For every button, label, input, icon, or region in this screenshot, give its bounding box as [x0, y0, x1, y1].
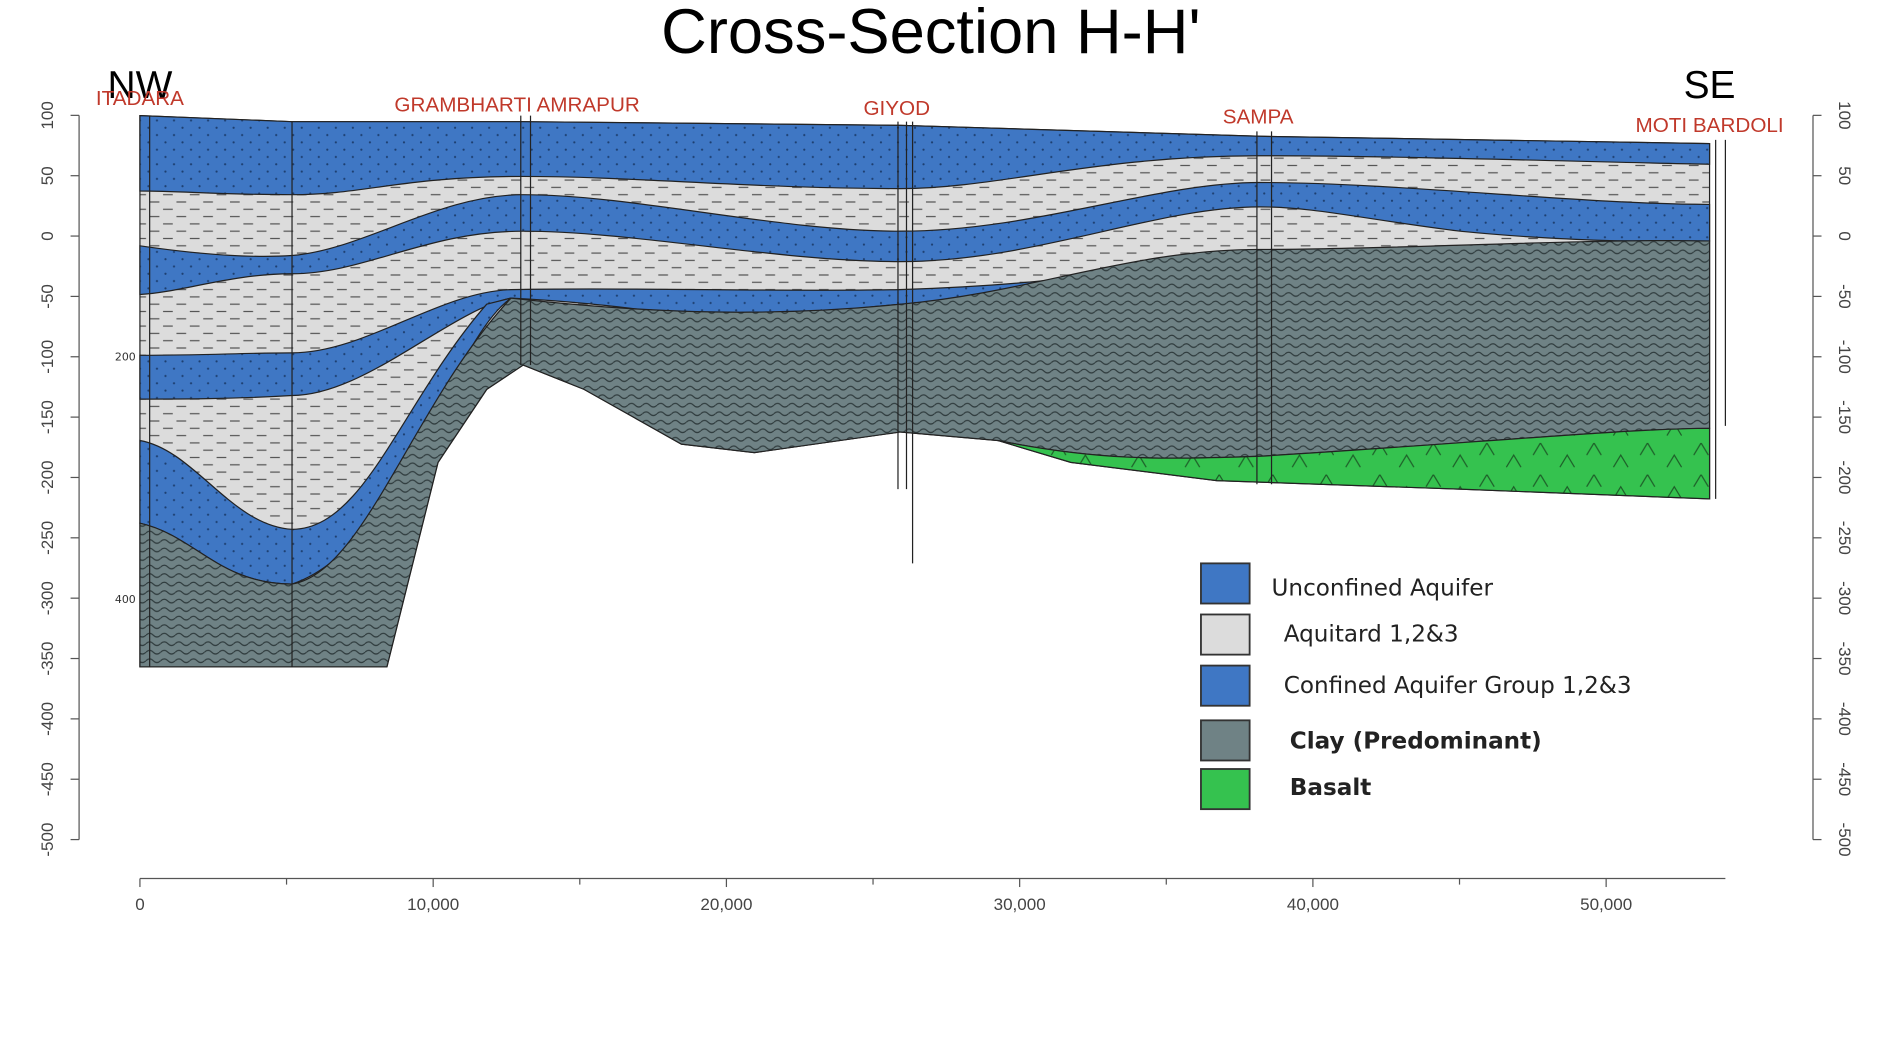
legend-label: Unconfined Aquifer — [1272, 575, 1494, 601]
y-tick-label: -150 — [38, 400, 57, 434]
y-tick-label: 50 — [1835, 166, 1854, 185]
y-tick-label: -500 — [1835, 823, 1854, 857]
y-tick-label: -250 — [38, 521, 57, 555]
y-tick-label: -50 — [1835, 284, 1854, 309]
direction-label: SE — [1684, 64, 1736, 107]
legend-swatch — [1201, 563, 1250, 603]
legend-label: Basalt — [1290, 775, 1372, 801]
y-tick-label: 50 — [38, 166, 57, 185]
x-tick-label: 10,000 — [407, 895, 459, 914]
legend-swatch — [1201, 666, 1250, 706]
x-tick-label: 30,000 — [994, 895, 1046, 914]
y-tick-label: -200 — [38, 460, 57, 494]
cross-section: Cross-Section H-H' NW SE ITADARA GRAMBHA… — [0, 0, 1886, 1044]
legend-label: Clay (Predominant) — [1290, 729, 1542, 755]
y-tick-label: -300 — [1835, 581, 1854, 615]
y-tick-label: -250 — [1835, 521, 1854, 555]
y-tick-label: -50 — [38, 284, 57, 309]
y-tick-label: -200 — [1835, 460, 1854, 494]
y-tick-label: -350 — [38, 641, 57, 675]
legend — [1201, 563, 1250, 809]
y-tick-label: -400 — [1835, 702, 1854, 736]
well-name: SAMPA — [1223, 105, 1294, 128]
x-tick-label: 40,000 — [1287, 895, 1339, 914]
y-tick-label: 100 — [1835, 101, 1854, 129]
legend-swatch — [1201, 720, 1250, 760]
legend-label: Aquitard 1,2&3 — [1284, 622, 1459, 648]
y-tick-label: -350 — [1835, 641, 1854, 675]
y-tick-label: -100 — [38, 340, 57, 374]
well-name: GIYOD — [863, 97, 930, 120]
y-tick-label: 0 — [38, 231, 57, 240]
depth-label: 400 — [115, 593, 136, 606]
y-tick-label: -400 — [38, 702, 57, 736]
x-tick-label: 20,000 — [700, 895, 752, 914]
y-tick-label: -450 — [38, 762, 57, 796]
legend-label: Confined Aquifer Group 1,2&3 — [1284, 673, 1632, 699]
y-tick-label: -150 — [1835, 400, 1854, 434]
well-name: GRAMBHARTI AMRAPUR — [394, 93, 639, 116]
y-tick-label: 100 — [38, 101, 57, 129]
y-tick-label: -450 — [1835, 762, 1854, 796]
y-tick-label: -500 — [38, 823, 57, 857]
well-name: ITADARA — [96, 87, 184, 110]
y-tick-label: -100 — [1835, 340, 1854, 374]
well-name: MOTI BARDOLI — [1635, 114, 1783, 137]
x-tick-label: 50,000 — [1580, 895, 1632, 914]
legend-swatch — [1201, 769, 1250, 809]
depth-label: 200 — [115, 351, 136, 364]
y-tick-label: 0 — [1835, 231, 1854, 240]
x-tick-label: 0 — [135, 895, 144, 914]
y-tick-label: -300 — [38, 581, 57, 615]
legend-swatch — [1201, 614, 1250, 654]
title: Cross-Section H-H' — [661, 0, 1200, 67]
